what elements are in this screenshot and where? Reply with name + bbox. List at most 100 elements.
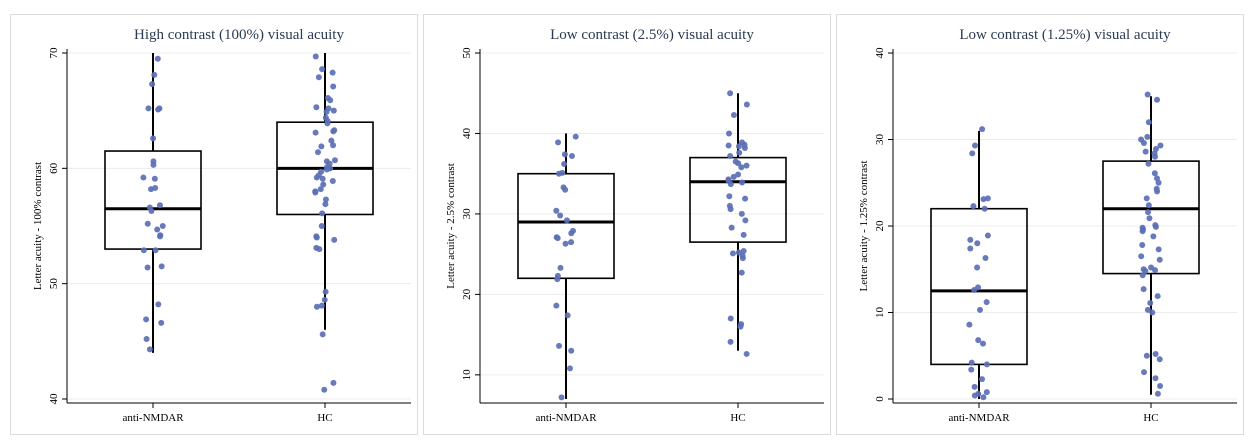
data-point xyxy=(1147,299,1154,306)
y-axis-title: Letter acuity - 1.25% contrast xyxy=(858,160,870,291)
data-point xyxy=(140,247,147,254)
data-point xyxy=(730,111,737,118)
data-point xyxy=(975,337,982,344)
data-point xyxy=(331,157,338,164)
data-point xyxy=(555,139,562,146)
data-point xyxy=(320,181,327,188)
y-tick-label: 30 xyxy=(874,134,886,146)
data-point xyxy=(312,189,319,196)
data-point xyxy=(1152,267,1159,274)
data-point xyxy=(730,173,737,180)
data-point xyxy=(155,106,162,113)
data-point xyxy=(740,247,747,254)
y-tick-label: 60 xyxy=(48,162,60,174)
data-point xyxy=(1138,253,1145,260)
data-point xyxy=(1157,383,1164,390)
data-point xyxy=(323,166,330,173)
data-point xyxy=(735,160,742,167)
y-tick-label: 50 xyxy=(48,278,60,290)
data-point xyxy=(1152,223,1159,230)
data-point xyxy=(149,81,156,88)
data-point xyxy=(330,128,337,135)
chart-svg: High contrast (100%) visual acuity 40 50 60… xyxy=(32,27,411,424)
data-point xyxy=(156,202,163,209)
data-point xyxy=(317,186,324,193)
chart-panel: High contrast (100%) visual acuity 40 50 60… xyxy=(10,14,418,435)
data-point xyxy=(729,250,736,257)
data-point xyxy=(330,83,337,90)
data-point xyxy=(739,179,746,186)
data-point xyxy=(1154,293,1161,300)
data-point xyxy=(319,210,326,217)
data-point xyxy=(319,66,326,73)
data-point xyxy=(980,394,987,401)
data-point xyxy=(146,346,153,353)
data-point xyxy=(727,206,734,213)
data-point xyxy=(1156,256,1163,263)
data-point xyxy=(554,235,561,242)
data-point xyxy=(1144,133,1151,140)
data-point xyxy=(968,359,975,366)
data-point xyxy=(974,240,981,247)
data-point xyxy=(313,234,320,241)
data-point xyxy=(158,319,165,326)
y-tick-label: 40 xyxy=(48,393,60,405)
data-point xyxy=(154,55,161,62)
data-point xyxy=(554,276,561,283)
box-iqr xyxy=(1102,160,1200,275)
data-point xyxy=(726,193,733,200)
chart-title: Low contrast (2.5%) visual acuity xyxy=(550,27,754,43)
data-point xyxy=(556,342,563,349)
data-point xyxy=(1152,153,1159,160)
data-point xyxy=(143,316,150,323)
data-point xyxy=(982,255,989,262)
data-point xyxy=(1155,246,1162,253)
data-point xyxy=(568,347,575,354)
data-point xyxy=(974,264,981,271)
box-hc xyxy=(276,53,374,330)
data-point xyxy=(561,161,568,168)
data-point xyxy=(319,175,326,182)
data-point xyxy=(966,321,973,328)
y-axis-title: Letter acuity - 2.5% contrast xyxy=(445,163,457,289)
chart-title: Low contrast (1.25%) visual acuity xyxy=(959,27,1171,43)
data-point xyxy=(725,130,732,137)
data-point xyxy=(1142,148,1149,155)
y-axis-title: Letter acuity - 100% contrast xyxy=(32,162,44,290)
data-point xyxy=(1152,351,1159,358)
data-point xyxy=(322,288,329,295)
x-tick-label: anti-NMDAR xyxy=(122,412,184,424)
data-point xyxy=(316,246,323,253)
data-point xyxy=(1142,267,1149,274)
data-point xyxy=(735,143,742,150)
data-point xyxy=(140,174,147,181)
data-point xyxy=(318,223,325,229)
data-point xyxy=(1157,142,1164,149)
data-point xyxy=(562,186,569,193)
data-point xyxy=(312,53,319,60)
data-point xyxy=(313,104,320,111)
data-point xyxy=(977,306,984,313)
data-point xyxy=(329,69,336,76)
data-point xyxy=(330,107,337,114)
data-point xyxy=(967,236,974,243)
data-point xyxy=(321,386,328,393)
x-tick-label: anti-NMDAR xyxy=(535,412,597,424)
data-point xyxy=(323,108,330,115)
y-tick-label: 30 xyxy=(461,208,473,220)
data-point xyxy=(1145,209,1152,216)
data-point xyxy=(984,232,991,239)
data-point xyxy=(330,379,337,386)
data-point xyxy=(1152,375,1159,382)
data-point xyxy=(739,255,746,262)
data-point xyxy=(1154,390,1161,397)
data-point xyxy=(555,170,562,177)
data-point xyxy=(557,264,564,271)
data-point xyxy=(742,217,749,224)
data-point xyxy=(979,126,986,133)
chart-panel: Low contrast (2.5%) visual acuity 10 20 30 4… xyxy=(423,14,831,435)
data-point xyxy=(150,135,157,142)
data-point xyxy=(324,120,331,127)
box-hc xyxy=(689,93,787,351)
